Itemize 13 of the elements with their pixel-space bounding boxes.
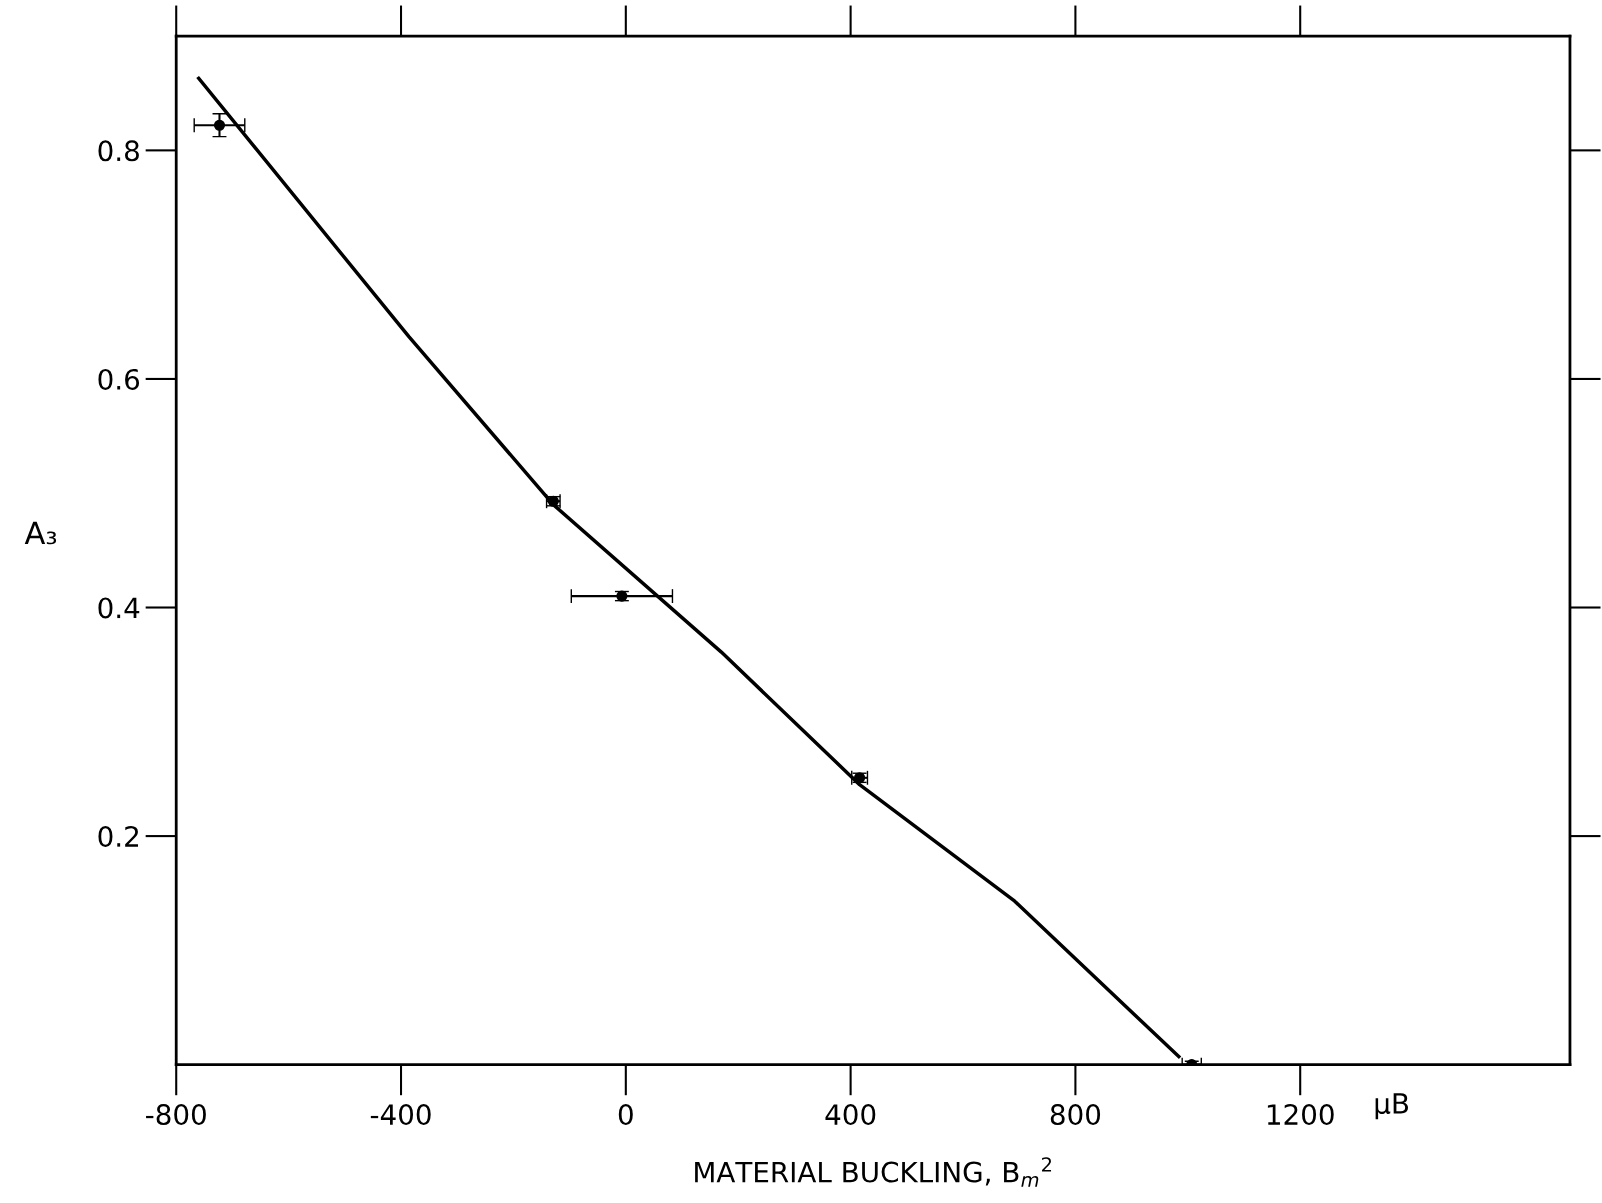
x-tick-label: 1200 xyxy=(1267,1104,1334,1126)
x-tick-label: -800 xyxy=(146,1104,206,1126)
x-axis-title: MATERIAL BUCKLING, B$_{m}$$^{2}$ xyxy=(695,1157,1052,1187)
x-tick-label: 400 xyxy=(825,1104,876,1126)
y-tick-label: 0.2 xyxy=(98,826,139,848)
y-tick-label: 0.4 xyxy=(98,597,140,619)
y-tick-label: 0.6 xyxy=(98,368,140,390)
text: μB xyxy=(1375,1093,1409,1120)
y-tick-label: 0.8 xyxy=(98,140,139,162)
x-tick-label: 800 xyxy=(1050,1104,1101,1126)
x-tick-label: -400 xyxy=(370,1104,431,1126)
y-axis-title: A₃ xyxy=(24,521,57,545)
x-tick-label: 0 xyxy=(618,1104,633,1126)
